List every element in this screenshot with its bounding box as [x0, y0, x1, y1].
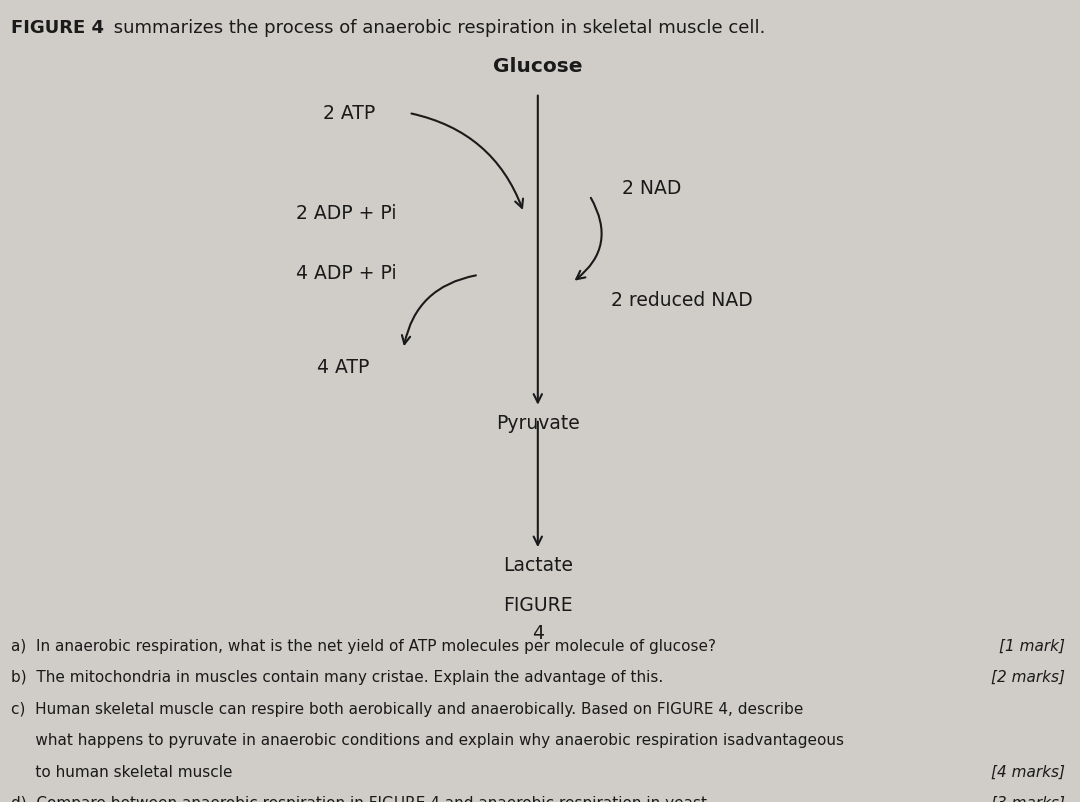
Text: [4 marks]: [4 marks] — [990, 764, 1065, 779]
Text: 2 ADP + Pi: 2 ADP + Pi — [296, 204, 396, 223]
Text: d)  Compare between anaerobic respiration in FIGURE 4 and anaerobic respiration : d) Compare between anaerobic respiration… — [11, 795, 706, 802]
Text: [3 marks]: [3 marks] — [990, 795, 1065, 802]
Text: 2 reduced NAD: 2 reduced NAD — [611, 290, 753, 310]
Text: [1 mark]: [1 mark] — [999, 638, 1065, 653]
Text: 2 ATP: 2 ATP — [323, 104, 375, 124]
Text: 4 ATP: 4 ATP — [318, 358, 369, 377]
Text: 4: 4 — [531, 623, 544, 642]
Text: to human skeletal muscle: to human skeletal muscle — [11, 764, 232, 779]
Text: Lactate: Lactate — [503, 556, 572, 574]
Text: a)  In anaerobic respiration, what is the net yield of ATP molecules per molecul: a) In anaerobic respiration, what is the… — [11, 638, 716, 653]
Text: 2 NAD: 2 NAD — [622, 179, 681, 198]
Text: c)  Human skeletal muscle can respire both aerobically and anaerobically. Based : c) Human skeletal muscle can respire bot… — [11, 701, 804, 716]
Text: [2 marks]: [2 marks] — [990, 670, 1065, 684]
Text: b)  The mitochondria in muscles contain many cristae. Explain the advantage of t: b) The mitochondria in muscles contain m… — [11, 670, 663, 684]
Text: Pyruvate: Pyruvate — [496, 413, 580, 432]
Text: Glucose: Glucose — [494, 58, 582, 76]
Text: 4 ADP + Pi: 4 ADP + Pi — [296, 264, 396, 283]
Text: summarizes the process of anaerobic respiration in skeletal muscle cell.: summarizes the process of anaerobic resp… — [108, 18, 765, 37]
Text: FIGURE 4: FIGURE 4 — [11, 18, 104, 37]
Text: FIGURE: FIGURE — [503, 595, 572, 614]
Text: what happens to pyruvate in anaerobic conditions and explain why anaerobic respi: what happens to pyruvate in anaerobic co… — [11, 732, 843, 747]
